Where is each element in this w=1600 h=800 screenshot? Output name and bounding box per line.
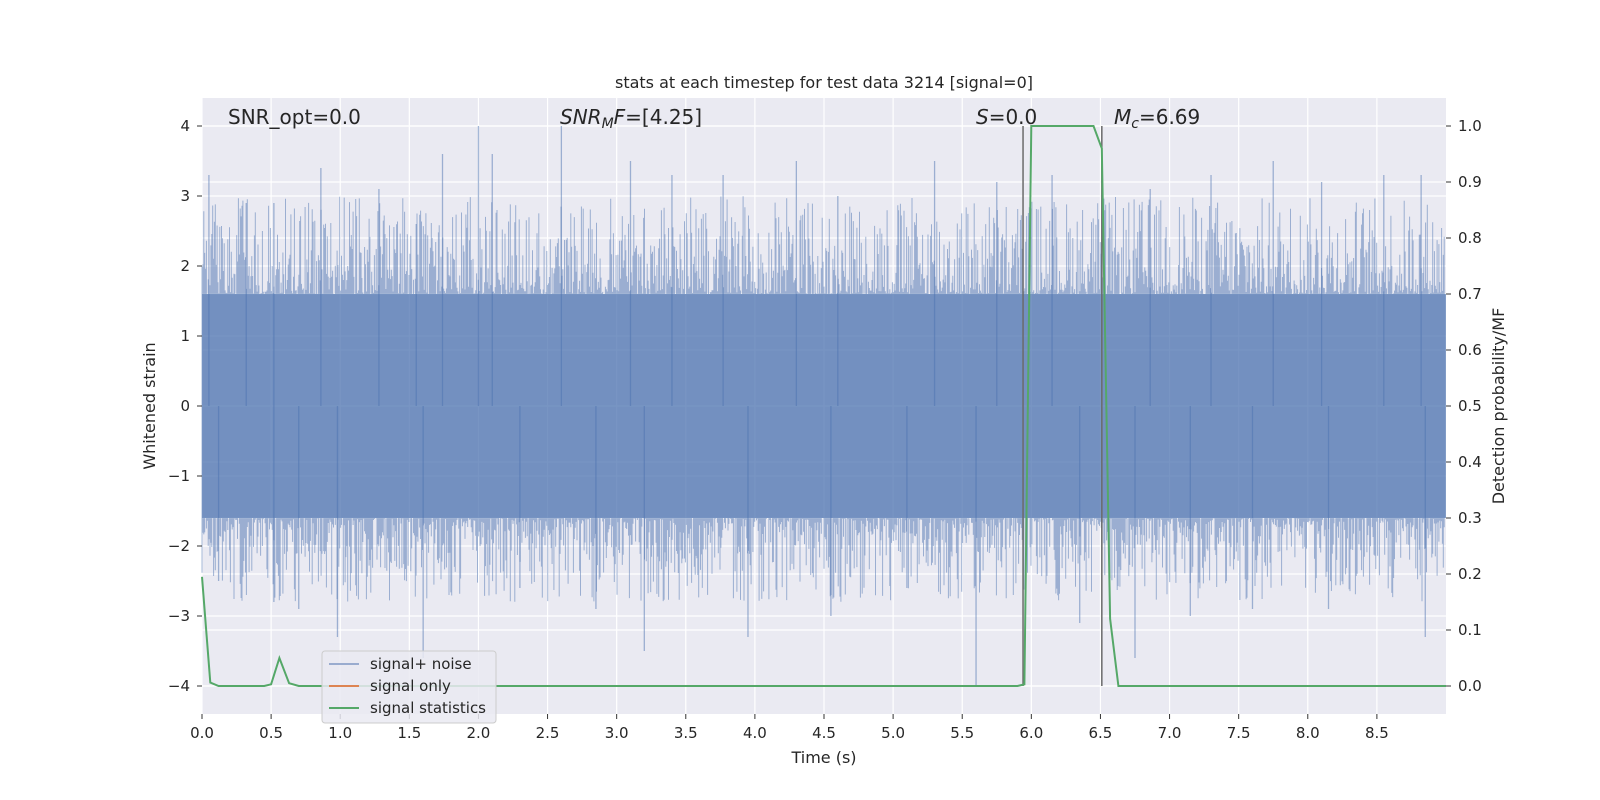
x-tick-label: 5.5 bbox=[950, 724, 974, 742]
annotation-snr-opt: SNR_opt=0.0 bbox=[228, 105, 361, 129]
y-tick-label-left: 3 bbox=[180, 187, 190, 205]
vertical-markers bbox=[1022, 126, 1103, 686]
y-tick-label-right: 0.7 bbox=[1458, 285, 1482, 303]
x-tick-label: 3.0 bbox=[605, 724, 629, 742]
signal-statistics-line bbox=[201, 125, 1446, 687]
x-tick-label: 3.5 bbox=[674, 724, 698, 742]
y-axis-label-left: Whitened strain bbox=[140, 342, 159, 469]
x-tick-label: 2.5 bbox=[536, 724, 560, 742]
y-tick-label-right: 0.3 bbox=[1458, 509, 1482, 527]
y-tick-label-right: 0.1 bbox=[1458, 621, 1482, 639]
y-ticks-right: 1.0 0.9 0.8 0.7 0.6 0.5 0.4 0.3 0.2 0.1 0.0 bbox=[1446, 117, 1482, 695]
x-tick-label: 8.5 bbox=[1365, 724, 1389, 742]
x-tick-label: 1.5 bbox=[397, 724, 421, 742]
y-axis-label-right: Detection probability/MF bbox=[1489, 308, 1508, 505]
x-tick-label: 6.0 bbox=[1019, 724, 1043, 742]
x-tick-label: 1.0 bbox=[328, 724, 352, 742]
x-tick-label: 4.0 bbox=[743, 724, 767, 742]
y-tick-label-right: 1.0 bbox=[1458, 117, 1482, 135]
x-tick-label: 0.5 bbox=[259, 724, 283, 742]
chart-title: stats at each timestep for test data 321… bbox=[615, 73, 1033, 92]
y-tick-label-left: −1 bbox=[168, 467, 190, 485]
x-axis-label: Time (s) bbox=[790, 748, 856, 767]
x-ticks: 0.0 0.5 1.0 1.5 2.0 2.5 3.0 3.5 4.0 4.5 5.0 5.5 6.0 6… bbox=[190, 714, 1389, 742]
x-tick-label: 2.0 bbox=[467, 724, 491, 742]
y-tick-label-left: 1 bbox=[180, 327, 190, 345]
y-tick-label-right: 0.5 bbox=[1458, 397, 1482, 415]
y-tick-label-right: 0.8 bbox=[1458, 229, 1482, 247]
y-tick-label-left: 2 bbox=[180, 257, 190, 275]
y-ticks-left: 4 3 2 1 0 −1 −2 −3 −4 bbox=[168, 117, 202, 695]
y-tick-label-right: 0.2 bbox=[1458, 565, 1482, 583]
y-tick-label-right: 0.9 bbox=[1458, 173, 1482, 191]
x-tick-label: 7.0 bbox=[1158, 724, 1182, 742]
y-tick-label-right: 0.4 bbox=[1458, 453, 1482, 471]
x-tick-label: 4.5 bbox=[812, 724, 836, 742]
y-tick-label-right: 0.0 bbox=[1458, 677, 1482, 695]
y-tick-label-left: 0 bbox=[180, 397, 190, 415]
signal-statistics-series bbox=[201, 125, 1446, 687]
y-tick-label-left: −3 bbox=[168, 607, 190, 625]
y-tick-label-left: −2 bbox=[168, 537, 190, 555]
x-tick-label: 6.5 bbox=[1089, 724, 1113, 742]
annotation-s: S=0.0 bbox=[976, 105, 1037, 129]
x-tick-label: 0.0 bbox=[190, 724, 214, 742]
x-tick-label: 7.5 bbox=[1227, 724, 1251, 742]
legend: signal+ noise signal only signal statist… bbox=[321, 650, 497, 724]
noise-spikes bbox=[201, 196, 1446, 602]
annotation-mc: Mc=6.69 bbox=[1114, 105, 1200, 132]
legend-box bbox=[321, 650, 497, 724]
y-tick-label-left: 4 bbox=[180, 117, 190, 135]
x-tick-label: 5.0 bbox=[881, 724, 905, 742]
legend-label-signal-statistics: signal statistics bbox=[370, 699, 486, 717]
signal-noise-series bbox=[201, 126, 1446, 686]
x-tick-label: 8.0 bbox=[1296, 724, 1320, 742]
legend-label-signal-only: signal only bbox=[370, 677, 451, 695]
y-tick-label-right: 0.6 bbox=[1458, 341, 1482, 359]
annotation-snr-mf: SNRMF=[4.25] bbox=[560, 105, 702, 132]
legend-label-signal-noise: signal+ noise bbox=[370, 655, 472, 673]
y-tick-label-left: −4 bbox=[168, 677, 190, 695]
